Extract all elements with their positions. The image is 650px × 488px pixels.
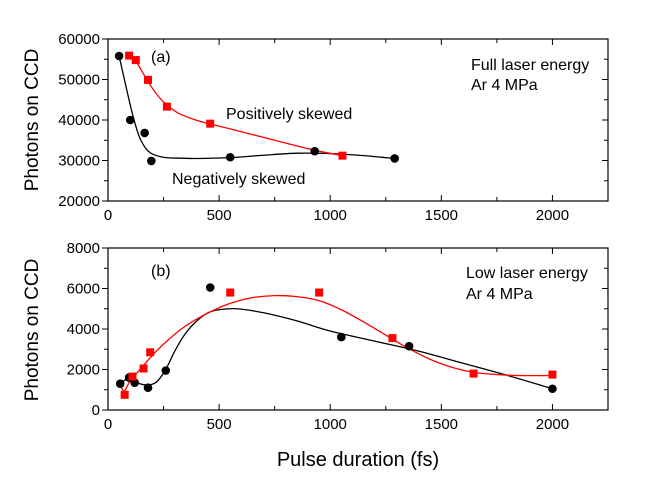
panel-a-red-square-point <box>144 75 152 84</box>
panel-b-y-tick-label: 8000 <box>67 240 100 257</box>
panel-b-black-circle-point <box>143 383 153 393</box>
panel-a-x-tick-label: 0 <box>104 207 112 224</box>
panel-a-red-square-point <box>206 119 215 128</box>
panel-b-y-tick-label: 6000 <box>67 281 100 298</box>
panel-a-red-square-point <box>125 51 134 60</box>
panel-b-fit-curves <box>119 294 553 392</box>
panel-b-fit-curve-red <box>120 294 553 392</box>
panel-b-black-circle-point <box>337 332 346 342</box>
panel-a-y-axis-label: Photons on CCD <box>22 49 43 192</box>
panel-b-ticks: 0 500 1000 1500 2000 0 2000 4000 6000 8000 <box>67 240 609 433</box>
panel-a-red-square-point <box>131 56 140 65</box>
panel-b-black-circle-point <box>205 283 215 292</box>
panel-b-y-tick-label: 4000 <box>67 321 100 338</box>
panel-b-black-circle-point <box>161 366 171 375</box>
panel-a-y-tick-label: 30000 <box>58 153 100 170</box>
panel-b-red-square-point <box>128 372 137 381</box>
panel-a-y-tick-label: 20000 <box>58 193 100 210</box>
panel-b-red-square-point <box>146 348 155 357</box>
panel-b-points <box>115 283 557 399</box>
negatively-skewed-label: Negatively skewed <box>172 171 305 188</box>
panel-a-fit-curve-black <box>118 55 395 160</box>
panel-b-condition-line2: Ar 4 MPa <box>466 286 533 303</box>
panel-b-red-square-point <box>226 288 235 297</box>
panel-a-red-square-point <box>338 151 347 160</box>
panel-b-red-square-point <box>469 369 478 378</box>
panel-b-x-tick-label: 1000 <box>314 416 347 433</box>
panel-b-condition-line1: Low laser energy <box>466 265 588 282</box>
panel-b-y-axis-label: Photons on CCD <box>22 259 43 402</box>
panel-a: 0 500 1000 1500 2000 20000 30000 40000 50000 6000… <box>22 31 609 224</box>
panel-a-y-tick-label: 40000 <box>58 112 100 129</box>
panel-b-red-square-point <box>120 390 129 399</box>
panel-a-label: (a) <box>151 49 171 66</box>
panel-b-black-circle-point <box>404 341 414 351</box>
positively-skewed-label: Positively skewed <box>226 106 352 123</box>
panel-b: 0 500 1000 1500 2000 0 2000 4000 6000 8000 Photon… <box>22 240 609 471</box>
panel-a-black-circle-point <box>390 154 399 163</box>
panel-a-black-circle-point <box>225 152 235 162</box>
panel-a-black-circle-point <box>147 156 156 166</box>
panel-a-black-circle-point <box>140 128 149 138</box>
panel-a-black-circle-point <box>125 115 135 125</box>
panel-a-red-square-point <box>162 102 171 111</box>
panel-b-red-square-point <box>315 288 324 297</box>
panel-a-black-circle-point <box>310 146 319 156</box>
panel-a-black-circle-point <box>114 51 124 61</box>
panel-a-fit-curves <box>118 55 395 160</box>
panel-a-points <box>114 51 399 166</box>
panel-a-x-tick-label: 1000 <box>314 207 347 224</box>
panel-a-y-tick-label: 60000 <box>58 31 100 48</box>
panel-a-y-tick-label: 50000 <box>58 72 100 89</box>
panel-b-red-square-point <box>548 370 557 379</box>
panel-b-x-tick-label: 1500 <box>425 416 458 433</box>
panel-b-x-tick-label: 500 <box>207 416 232 433</box>
panel-a-x-tick-label: 1500 <box>425 207 458 224</box>
panel-a-fit-curve-red <box>128 55 343 157</box>
panel-b-label: (b) <box>151 263 171 280</box>
panel-b-x-tick-label: 2000 <box>536 416 569 433</box>
panel-b-x-tick-label: 0 <box>104 416 112 433</box>
panel-b-fit-curve-black <box>119 307 553 390</box>
panel-a-x-tick-label: 2000 <box>536 207 569 224</box>
panel-a-condition-line1: Full laser energy <box>471 57 589 74</box>
panel-b-black-circle-point <box>115 379 125 388</box>
panel-b-black-circle-point <box>548 384 557 394</box>
panel-a-x-tick-label: 500 <box>207 207 232 224</box>
panel-b-red-square-point <box>139 364 148 373</box>
panel-b-red-square-point <box>388 334 397 343</box>
panel-a-ticks: 0 500 1000 1500 2000 20000 30000 40000 50000 6000… <box>58 31 609 224</box>
panel-b-y-tick-label: 2000 <box>67 362 100 379</box>
panel-b-y-tick-label: 0 <box>92 402 100 419</box>
x-axis-label: Pulse duration (fs) <box>277 449 439 471</box>
panel-a-condition-line2: Ar 4 MPa <box>471 77 538 94</box>
